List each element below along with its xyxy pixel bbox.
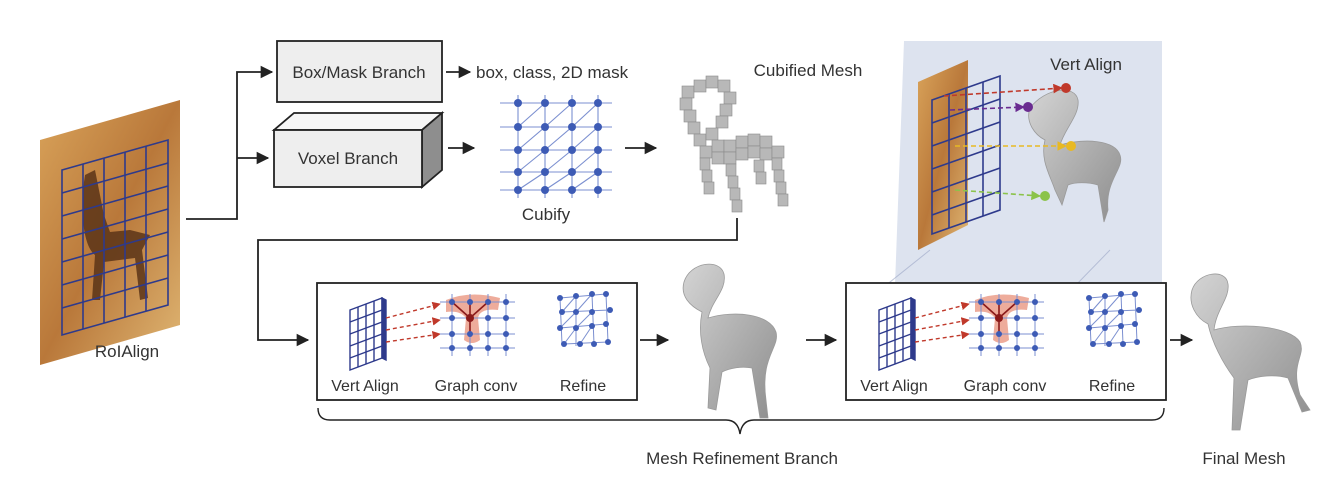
roi-image	[40, 100, 180, 365]
voxel-branch-label: Voxel Branch	[298, 149, 398, 168]
vert-align-panel	[884, 41, 1162, 287]
vert-align-title: Vert Align	[1050, 55, 1122, 74]
box-mask-branch-label: Box/Mask Branch	[292, 63, 425, 82]
stage1-feature-grid	[349, 296, 387, 372]
cubify-graph	[500, 95, 612, 198]
stage2-refine-label: Refine	[1089, 378, 1135, 395]
box-mask-branch-box	[276, 40, 443, 103]
arrow-mesh-to-refinement	[257, 218, 738, 347]
stage1-graph-conv-label: Graph conv	[435, 378, 518, 395]
roialign-label: RoIAlign	[95, 342, 159, 361]
arrow-to-box-branch	[186, 65, 274, 220]
stage2-refine-graph	[1086, 291, 1142, 347]
stage2-graph-conv-label: Graph conv	[964, 378, 1047, 395]
intermediate-mesh	[682, 263, 777, 419]
stage2-feature-grid	[878, 296, 916, 372]
stage1-graph-conv	[440, 294, 515, 356]
mesh-refinement-label: Mesh Refinement Branch	[646, 449, 838, 468]
stage1-refine-graph	[557, 291, 613, 347]
box-mask-output-label: box, class, 2D mask	[476, 63, 629, 82]
voxel-branch-box	[271, 111, 445, 189]
cubified-mesh-label: Cubified Mesh	[754, 61, 863, 80]
cubify-label: Cubify	[522, 205, 571, 224]
mesh-refinement-brace	[317, 407, 1165, 435]
stage1-vert-align-label: Vert Align	[331, 378, 399, 395]
stage2-vert-align-label: Vert Align	[860, 378, 928, 395]
cubified-mesh	[679, 75, 789, 213]
stage2-align-arrows	[914, 301, 970, 343]
stage2-graph-conv	[969, 294, 1044, 356]
stage1-refine-label: Refine	[560, 378, 606, 395]
final-mesh	[1190, 273, 1311, 431]
final-mesh-label: Final Mesh	[1202, 449, 1285, 468]
stage1-align-arrows	[385, 301, 441, 343]
